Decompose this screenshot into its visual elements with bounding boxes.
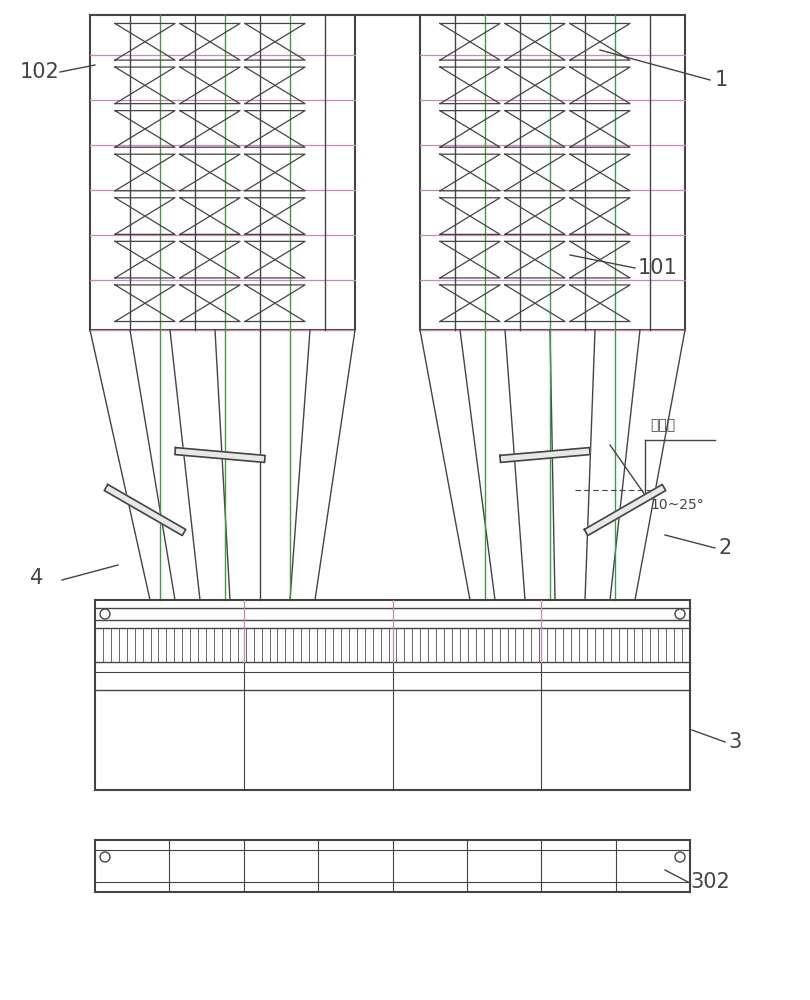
Bar xyxy=(95,840,690,892)
Text: 竖直面: 竖直面 xyxy=(650,418,675,432)
Circle shape xyxy=(675,609,685,619)
Polygon shape xyxy=(500,448,590,462)
Polygon shape xyxy=(584,484,666,536)
Text: 302: 302 xyxy=(690,872,730,892)
Text: 2: 2 xyxy=(718,538,731,558)
Circle shape xyxy=(100,609,110,619)
Text: 4: 4 xyxy=(30,568,43,588)
Text: 1: 1 xyxy=(715,70,728,90)
Polygon shape xyxy=(104,484,185,536)
Circle shape xyxy=(100,852,110,862)
Text: 102: 102 xyxy=(20,62,60,82)
Text: 101: 101 xyxy=(638,258,678,278)
Text: 3: 3 xyxy=(728,732,741,752)
Bar xyxy=(95,600,690,790)
Text: 10~25°: 10~25° xyxy=(650,498,704,512)
Circle shape xyxy=(675,852,685,862)
Polygon shape xyxy=(175,448,265,462)
